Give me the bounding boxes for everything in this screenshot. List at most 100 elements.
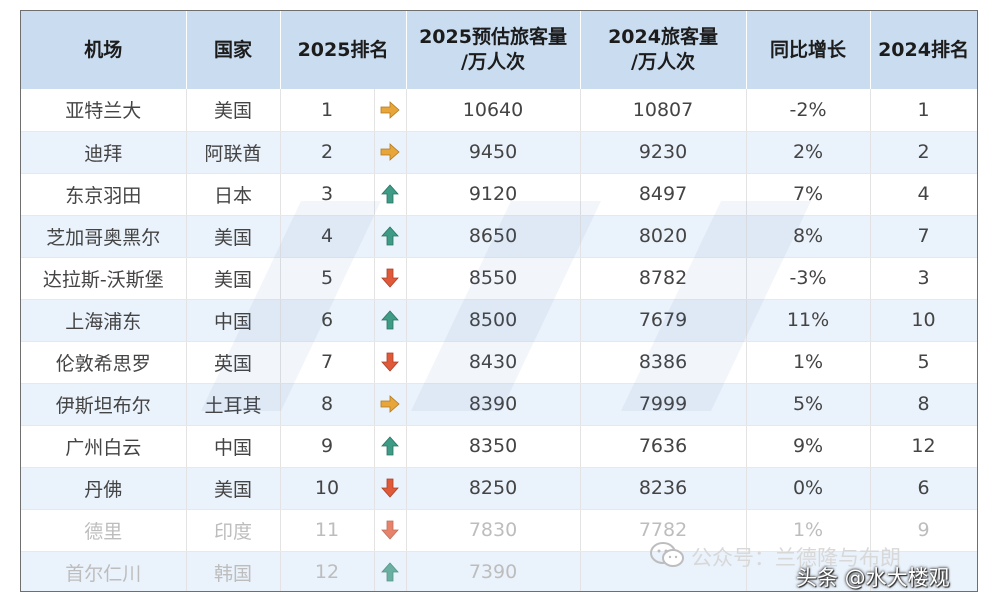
rank-2025-cell: 10 xyxy=(280,467,375,510)
header-yoy: 同比增长 xyxy=(746,11,871,89)
pax-2025-cell: 8500 xyxy=(406,299,581,342)
trend-cell xyxy=(374,467,407,510)
rank-2025-cell: 8 xyxy=(280,383,375,426)
table-row: 首尔仁川 韩国 12 7390 xyxy=(21,551,977,591)
down-arrow-icon xyxy=(378,518,402,542)
rank-2025-cell: 7 xyxy=(280,341,375,384)
header-pax-2025-line2: /万人次 xyxy=(461,51,525,73)
country-cell: 美国 xyxy=(186,89,281,132)
rank-2024-cell xyxy=(870,551,977,591)
country-cell: 美国 xyxy=(186,467,281,510)
airport-cell: 上海浦东 xyxy=(21,299,187,342)
up-arrow-icon xyxy=(378,308,402,332)
pax-2025-cell: 7830 xyxy=(406,509,581,552)
country-cell: 英国 xyxy=(186,341,281,384)
trend-cell xyxy=(374,89,407,132)
airport-cell: 迪拜 xyxy=(21,131,187,174)
table-row: 丹佛 美国 10 8250 8236 0% 6 xyxy=(21,467,977,510)
rank-2025-cell: 4 xyxy=(280,215,375,258)
pax-2025-cell: 8350 xyxy=(406,425,581,468)
trend-cell xyxy=(374,299,407,342)
yoy-cell xyxy=(746,551,871,591)
down-arrow-icon xyxy=(378,476,402,500)
yoy-cell: 0% xyxy=(746,467,871,510)
trend-cell xyxy=(374,551,407,591)
trend-cell xyxy=(374,173,407,216)
trend-cell xyxy=(374,509,407,552)
airport-cell: 丹佛 xyxy=(21,467,187,510)
airport-cell: 伊斯坦布尔 xyxy=(21,383,187,426)
down-arrow-icon xyxy=(378,266,402,290)
trend-cell xyxy=(374,425,407,468)
pax-2024-cell: 8020 xyxy=(580,215,747,258)
pax-2025-cell: 8250 xyxy=(406,467,581,510)
pax-2025-cell: 9120 xyxy=(406,173,581,216)
table-row: 上海浦东 中国 6 8500 7679 11% 10 xyxy=(21,299,977,342)
airport-cell: 德里 xyxy=(21,509,187,552)
source-watermark-text: 头条 @水大楼观 xyxy=(796,566,950,590)
table-row: 亚特兰大 美国 1 10640 10807 -2% 1 xyxy=(21,89,977,132)
header-rank-2025: 2025排名 xyxy=(280,11,407,89)
pax-2024-cell: 8497 xyxy=(580,173,747,216)
pax-2025-cell: 8650 xyxy=(406,215,581,258)
country-cell: 美国 xyxy=(186,257,281,300)
pax-2024-cell: 10807 xyxy=(580,89,747,132)
table-row: 德里 印度 11 7830 7782 1% 9 xyxy=(21,509,977,552)
header-country: 国家 xyxy=(186,11,281,89)
pax-2025-cell: 7390 xyxy=(406,551,581,591)
yoy-cell: 9% xyxy=(746,425,871,468)
yoy-cell: 1% xyxy=(746,341,871,384)
header-rank-2024: 2024排名 xyxy=(870,11,977,89)
rank-2025-cell: 9 xyxy=(280,425,375,468)
yoy-cell: 7% xyxy=(746,173,871,216)
rank-2024-cell: 5 xyxy=(870,341,977,384)
right-arrow-icon xyxy=(378,140,402,164)
pax-2025-cell: 8550 xyxy=(406,257,581,300)
airport-ranking-table-frame: 机场 国家 2025排名 2025预估旅客量 /万人次 2024旅客量 /万人次… xyxy=(20,10,978,592)
rank-2024-cell: 4 xyxy=(870,173,977,216)
trend-cell xyxy=(374,131,407,174)
pax-2024-cell: 7636 xyxy=(580,425,747,468)
trend-cell xyxy=(374,341,407,384)
header-pax-2024-line1: 2024旅客量 xyxy=(608,26,718,48)
header-pax-2024-line2: /万人次 xyxy=(631,51,695,73)
table-body: 亚特兰大 美国 1 10640 10807 -2% 1 迪拜 阿联酋 2 9450 9230 2% 2 东京… xyxy=(21,89,977,591)
airport-cell: 芝加哥奥黑尔 xyxy=(21,215,187,258)
country-cell: 日本 xyxy=(186,173,281,216)
country-cell: 土耳其 xyxy=(186,383,281,426)
airport-cell: 伦敦希思罗 xyxy=(21,341,187,384)
pax-2024-cell: 8386 xyxy=(580,341,747,384)
table-row: 达拉斯-沃斯堡 美国 5 8550 8782 -3% 3 xyxy=(21,257,977,300)
pax-2025-cell: 9450 xyxy=(406,131,581,174)
up-arrow-icon xyxy=(378,182,402,206)
airport-cell: 达拉斯-沃斯堡 xyxy=(21,257,187,300)
up-arrow-icon xyxy=(378,560,402,584)
rank-2025-cell: 6 xyxy=(280,299,375,342)
rank-2024-cell: 7 xyxy=(870,215,977,258)
country-cell: 中国 xyxy=(186,425,281,468)
table-row: 伦敦希思罗 英国 7 8430 8386 1% 5 xyxy=(21,341,977,384)
table-row: 芝加哥奥黑尔 美国 4 8650 8020 8% 7 xyxy=(21,215,977,258)
table-row: 伊斯坦布尔 土耳其 8 8390 7999 5% 8 xyxy=(21,383,977,426)
pax-2024-cell: 7782 xyxy=(580,509,747,552)
airport-cell: 首尔仁川 xyxy=(21,551,187,591)
trend-cell xyxy=(374,383,407,426)
airport-cell: 亚特兰大 xyxy=(21,89,187,132)
rank-2024-cell: 1 xyxy=(870,89,977,132)
rank-2024-cell: 3 xyxy=(870,257,977,300)
table-row: 迪拜 阿联酋 2 9450 9230 2% 2 xyxy=(21,131,977,174)
yoy-cell: 8% xyxy=(746,215,871,258)
yoy-cell: 5% xyxy=(746,383,871,426)
yoy-cell: -2% xyxy=(746,89,871,132)
rank-2024-cell: 12 xyxy=(870,425,977,468)
rank-2024-cell: 2 xyxy=(870,131,977,174)
header-airport: 机场 xyxy=(21,11,187,89)
rank-2025-cell: 2 xyxy=(280,131,375,174)
up-arrow-icon xyxy=(378,434,402,458)
trend-cell xyxy=(374,215,407,258)
rank-2025-cell: 11 xyxy=(280,509,375,552)
rank-2024-cell: 10 xyxy=(870,299,977,342)
rank-2024-cell: 8 xyxy=(870,383,977,426)
table-row: 东京羽田 日本 3 9120 8497 7% 4 xyxy=(21,173,977,216)
rank-2024-cell: 9 xyxy=(870,509,977,552)
